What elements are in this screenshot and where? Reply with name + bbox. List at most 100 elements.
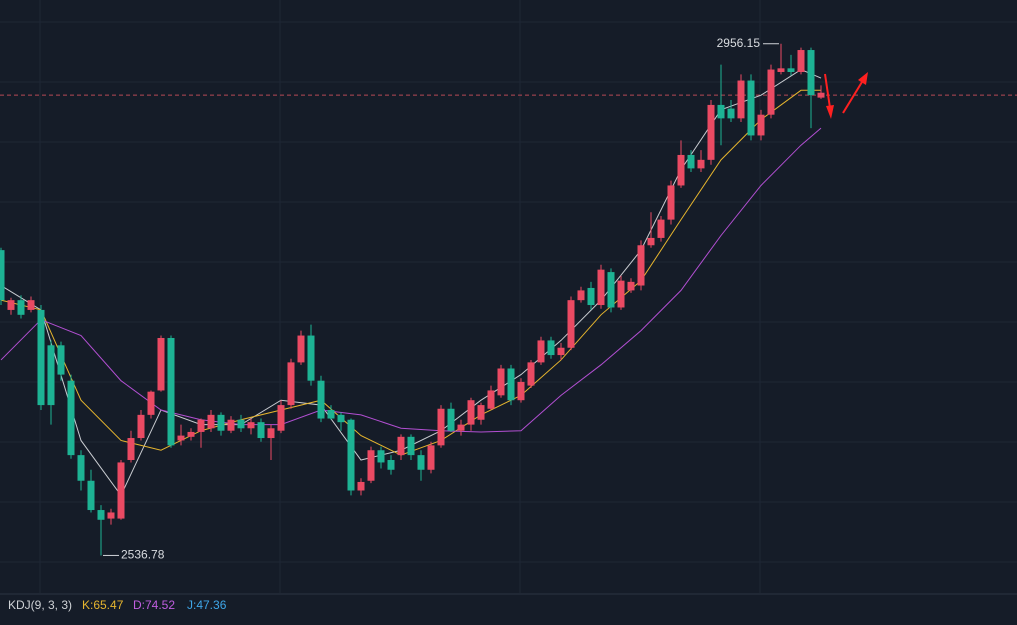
candle-body	[667, 185, 675, 220]
candle-body	[477, 405, 485, 420]
candle-body	[237, 419, 245, 429]
candle-body	[527, 362, 535, 386]
candle-body	[517, 381, 525, 401]
candle-body	[187, 431, 195, 437]
grid	[0, 0, 1017, 593]
candle-body	[447, 408, 455, 431]
candle-body	[617, 280, 625, 308]
candle-body	[487, 390, 495, 409]
candle-body	[687, 154, 695, 169]
candle-body	[227, 419, 235, 431]
candle-body	[177, 435, 185, 441]
candle-body	[637, 245, 645, 286]
candle-body	[777, 68, 785, 72]
candle-body	[307, 335, 315, 381]
candle-body	[607, 272, 615, 308]
candle-body	[197, 419, 205, 432]
candle-body	[267, 428, 275, 439]
arrow-head	[858, 72, 868, 85]
candle-body	[97, 510, 105, 520]
candle-body	[727, 108, 735, 119]
candle-body	[387, 460, 395, 470]
candle-body	[657, 219, 665, 238]
candle-body	[37, 309, 45, 406]
candle-body	[647, 237, 655, 246]
candle-body	[757, 114, 765, 136]
candle-body	[557, 347, 565, 356]
arrow-head	[826, 105, 834, 119]
candle-body	[247, 422, 255, 429]
candle-body	[297, 335, 305, 363]
candle-body	[407, 436, 415, 456]
candle-body	[807, 50, 815, 96]
candle-body	[697, 159, 705, 169]
candle-body	[467, 400, 475, 425]
candle-body	[457, 424, 465, 431]
candle-body	[737, 80, 745, 119]
candle-body	[627, 281, 635, 291]
candle-body	[337, 414, 345, 423]
indicator-d: D:74.52	[133, 598, 175, 612]
candle-body	[427, 445, 435, 470]
candle-body	[137, 414, 145, 439]
candle-body	[367, 450, 375, 481]
candle-body	[7, 300, 15, 310]
candle-body	[797, 50, 805, 72]
candle-body	[57, 345, 65, 375]
candle-body	[377, 450, 385, 463]
candle-body	[87, 480, 95, 511]
candle-body	[167, 337, 175, 446]
candle-body	[287, 362, 295, 406]
ma-line	[0, 127, 822, 433]
trend-arrows	[824, 72, 868, 119]
candle-body	[207, 414, 215, 429]
indicator-title: KDJ(9, 3, 3)	[8, 598, 72, 612]
candle-body	[0, 250, 5, 301]
candle-body	[27, 300, 35, 310]
arrow-down	[824, 73, 831, 109]
candle-body	[747, 80, 755, 136]
candle-body	[147, 391, 155, 415]
candle-body	[157, 337, 165, 391]
candle-body	[577, 290, 585, 301]
candle-body	[437, 408, 445, 446]
ma-line	[0, 89, 821, 456]
indicator-j: J:47.36	[187, 598, 227, 612]
candle-body	[597, 269, 605, 306]
candle-body	[677, 154, 685, 186]
candle-body	[77, 455, 85, 481]
ma-line	[0, 68, 822, 497]
candle-body	[707, 104, 715, 160]
candle-body	[277, 405, 285, 431]
candle-body	[127, 438, 135, 461]
candle-body	[507, 368, 515, 401]
plot: 2956.15 2536.78	[0, 36, 1017, 562]
candle-body	[537, 340, 545, 363]
indicator-k: K:65.47	[82, 598, 124, 612]
max-label: 2956.15	[717, 36, 761, 50]
candle-body	[317, 380, 325, 419]
candle-body	[257, 422, 265, 439]
candle-body	[347, 419, 355, 491]
candle-body	[397, 436, 405, 456]
arrow-up	[842, 81, 863, 114]
candle-body	[107, 512, 115, 519]
candle-body	[47, 345, 55, 406]
candle-body	[67, 380, 75, 456]
candle-body	[357, 481, 365, 491]
candle-body	[497, 368, 505, 396]
candle-body	[547, 340, 555, 356]
candle-body	[117, 462, 125, 519]
candle-body	[817, 92, 825, 98]
candle-body	[767, 69, 775, 115]
candle-body	[587, 287, 595, 306]
candle-body	[787, 68, 795, 72]
candle-body	[217, 414, 225, 431]
candle-body	[417, 455, 425, 470]
candle-body	[717, 104, 725, 119]
min-label: 2536.78	[121, 548, 165, 562]
candle-body	[567, 300, 575, 348]
candle-body	[17, 300, 25, 315]
